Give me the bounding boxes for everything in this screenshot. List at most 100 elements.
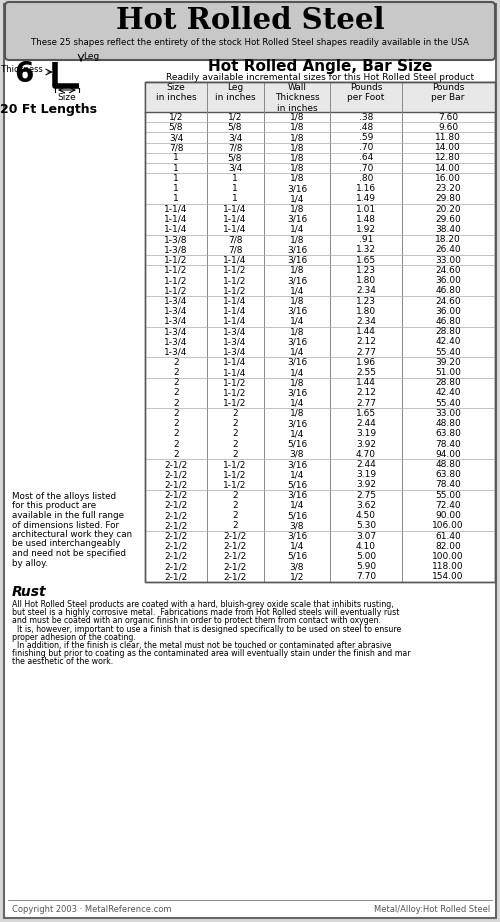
Text: 1/4: 1/4 [290,225,304,234]
Text: 5/16: 5/16 [287,440,307,449]
Text: 78.40: 78.40 [435,440,461,449]
Text: 3.19: 3.19 [356,470,376,479]
Text: 1-1/2: 1-1/2 [164,287,188,295]
Text: 106.00: 106.00 [432,521,464,530]
Text: 2-1/2: 2-1/2 [224,542,246,550]
Text: 2-1/2: 2-1/2 [164,521,188,530]
Text: 100.00: 100.00 [432,552,464,561]
Text: 1-3/4: 1-3/4 [164,307,188,315]
Text: 33.00: 33.00 [435,409,461,418]
Text: 12.80: 12.80 [435,153,461,162]
Text: 1-1/2: 1-1/2 [224,287,246,295]
Text: 5/8: 5/8 [169,123,183,132]
Text: 1/4: 1/4 [290,317,304,326]
Text: 5/16: 5/16 [287,480,307,490]
Text: 118.00: 118.00 [432,562,464,571]
Text: 1/8: 1/8 [290,235,304,244]
Text: 1/2: 1/2 [169,112,183,122]
Text: 1.16: 1.16 [356,184,376,193]
Text: 9.60: 9.60 [438,123,458,132]
Text: 1-1/4: 1-1/4 [224,368,246,377]
Text: 1/8: 1/8 [290,164,304,172]
Text: 1/8: 1/8 [290,297,304,305]
Text: 2-1/2: 2-1/2 [224,531,246,540]
Text: and must be coated with an organic finish in order to protect them from contact : and must be coated with an organic finis… [12,617,381,625]
Text: 154.00: 154.00 [432,573,464,582]
Text: 3/16: 3/16 [287,388,307,397]
Text: 1-1/2: 1-1/2 [224,460,246,469]
Text: 7.60: 7.60 [438,112,458,122]
Text: 2-1/2: 2-1/2 [164,573,188,582]
Text: 2: 2 [173,409,179,418]
Text: .38: .38 [359,112,373,122]
Text: 39.20: 39.20 [435,358,461,367]
Text: .70: .70 [359,164,373,172]
Text: Size
in inches: Size in inches [156,83,196,102]
Text: 2-1/2: 2-1/2 [164,562,188,571]
Text: 2-1/2: 2-1/2 [164,542,188,550]
Text: .91: .91 [359,235,373,244]
Text: 2-1/2: 2-1/2 [224,552,246,561]
Text: 33.00: 33.00 [435,255,461,265]
Text: 1/8: 1/8 [290,205,304,214]
Text: 1/4: 1/4 [290,195,304,204]
Text: 29.80: 29.80 [435,195,461,204]
Text: 1.96: 1.96 [356,358,376,367]
Text: 3/16: 3/16 [287,245,307,254]
Text: 24.60: 24.60 [435,266,461,275]
Text: 1-1/2: 1-1/2 [164,255,188,265]
Text: 2.55: 2.55 [356,368,376,377]
Text: 1.49: 1.49 [356,195,376,204]
Text: 1.65: 1.65 [356,255,376,265]
Text: 2.34: 2.34 [356,287,376,295]
Text: 1/8: 1/8 [290,143,304,152]
Text: 2-1/2: 2-1/2 [164,470,188,479]
Text: 14.00: 14.00 [435,164,461,172]
Text: 1/4: 1/4 [290,398,304,408]
Text: 5/16: 5/16 [287,511,307,520]
Text: .48: .48 [359,123,373,132]
Text: 1-3/4: 1-3/4 [224,327,246,337]
Text: 5.90: 5.90 [356,562,376,571]
Bar [145,82,495,582]
Text: 23.20: 23.20 [435,184,461,193]
Text: 48.80: 48.80 [435,420,461,428]
Text: 1/2: 1/2 [290,573,304,582]
Text: 1-3/4: 1-3/4 [164,297,188,305]
Bar [145,82,495,582]
Text: 1-1/2: 1-1/2 [224,398,246,408]
Text: 1.23: 1.23 [356,297,376,305]
Text: 46.80: 46.80 [435,287,461,295]
Text: 3.07: 3.07 [356,531,376,540]
Text: 3.92: 3.92 [356,440,376,449]
Text: 11.80: 11.80 [435,133,461,142]
Text: 1.65: 1.65 [356,409,376,418]
Text: 2: 2 [173,420,179,428]
Text: 1-1/4: 1-1/4 [224,317,246,326]
Text: 2.77: 2.77 [356,348,376,357]
Text: and need not be specified: and need not be specified [12,549,126,558]
Text: 1.48: 1.48 [356,215,376,224]
Text: 1: 1 [232,195,238,204]
Text: 3/16: 3/16 [287,420,307,428]
Text: 3/16: 3/16 [287,531,307,540]
Text: 2-1/2: 2-1/2 [164,511,188,520]
Text: 2: 2 [232,501,238,510]
Text: 16.00: 16.00 [435,174,461,183]
Text: 3/16: 3/16 [287,255,307,265]
Text: 2-1/2: 2-1/2 [224,562,246,571]
Text: 1-1/4: 1-1/4 [164,215,188,224]
Text: 1-1/2: 1-1/2 [164,266,188,275]
Text: 1.32: 1.32 [356,245,376,254]
Text: .80: .80 [359,174,373,183]
Text: Pounds
per Bar: Pounds per Bar [432,83,464,102]
Text: 7/8: 7/8 [228,245,242,254]
Text: 36.00: 36.00 [435,307,461,315]
Text: 2-1/2: 2-1/2 [224,573,246,582]
Text: 46.80: 46.80 [435,317,461,326]
Text: 4.50: 4.50 [356,511,376,520]
Text: 7/8: 7/8 [228,235,242,244]
Text: 1/2: 1/2 [228,112,242,122]
Text: 1-3/4: 1-3/4 [164,337,188,347]
Text: of dimensions listed. For: of dimensions listed. For [12,521,119,529]
